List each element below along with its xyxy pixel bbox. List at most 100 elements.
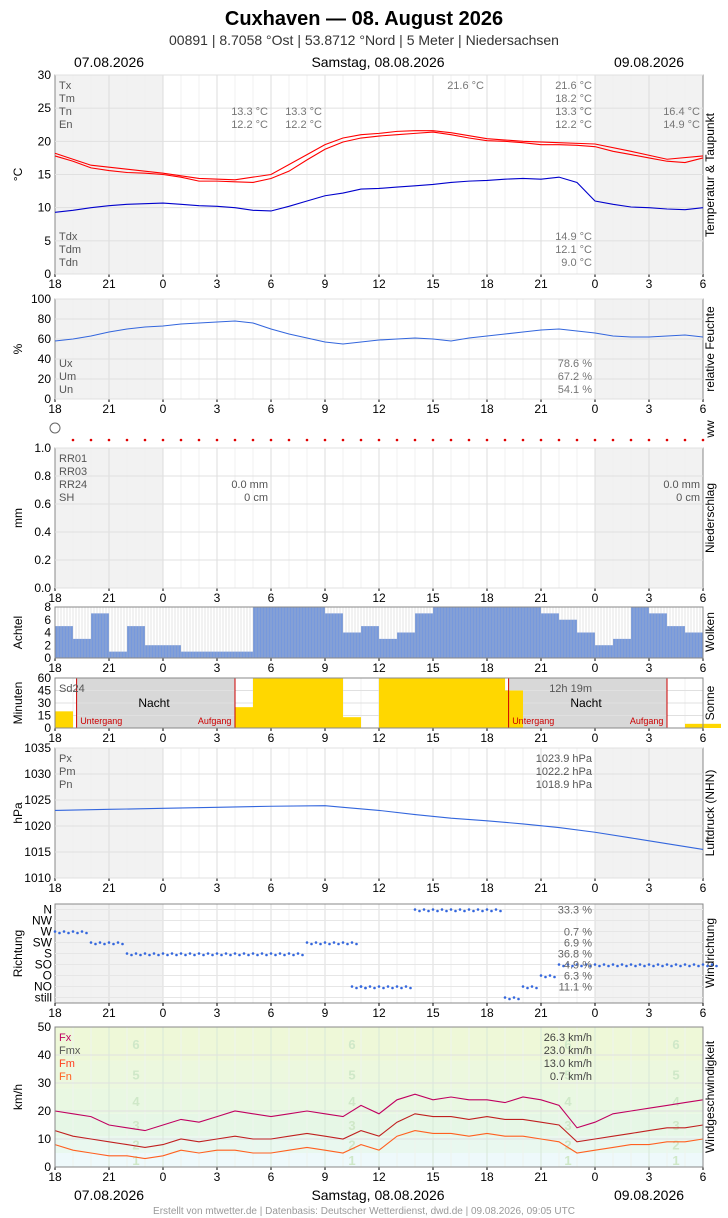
winddir-point <box>445 909 448 913</box>
pressure-panel: 18 21 0 3 6 9 12 15 18 21 0 3 6 Luftdruck (NHN) hPa 101… <box>11 741 717 895</box>
winddir-point <box>184 953 187 957</box>
sun-x-tick-label: 3 <box>646 731 653 745</box>
sunshine-bar <box>289 678 307 728</box>
winddir-point <box>332 941 336 944</box>
wind_speed-x-tick-label: 21 <box>102 1170 116 1184</box>
winddir-stat-value: 36.8 % <box>558 949 592 961</box>
pressure-x-tick-label: 0 <box>160 881 167 895</box>
winddir-point <box>553 975 556 979</box>
winddir-point <box>287 952 291 955</box>
winddir-point <box>485 908 489 911</box>
clouds-side-label: Wolken <box>703 612 717 652</box>
windspeed-series-Fmx <box>54 1113 704 1148</box>
wind_speed-panel: 18 21 0 3 6 9 12 15 18 21 0 3 6Windgeschwindigkeitkm… <box>11 1020 717 1184</box>
date-left-bottom: 07.08.2026 <box>74 1187 144 1203</box>
sun-x-tick-label: 21 <box>102 731 116 745</box>
sunshine-bar <box>451 678 469 728</box>
precip-x-tick-label: 18 <box>480 591 494 605</box>
winddir-point <box>575 963 579 966</box>
ww-point <box>467 438 471 442</box>
winddir-point <box>652 964 655 968</box>
temperature-x-tick-label: 18 <box>48 277 62 291</box>
temperature-y-axis-label: °C <box>11 167 25 181</box>
pressure-series-P <box>54 805 704 850</box>
ww-point <box>575 438 579 442</box>
clouds-x-tick-label: 21 <box>102 661 116 675</box>
winddir-point <box>557 963 561 966</box>
ww-point <box>143 438 147 442</box>
ww-point <box>665 438 669 442</box>
precip-x-tick-label: 9 <box>322 591 329 605</box>
winddir-point <box>220 953 223 957</box>
dewpoint-stat-label: Tdx <box>59 231 78 243</box>
clouds-x-tick-label: 15 <box>426 661 440 675</box>
temperature-x-tick-label: 15 <box>426 277 440 291</box>
ww-point <box>233 438 237 442</box>
pressure-y-tick-label: 1020 <box>24 819 51 833</box>
sunshine-bar <box>685 723 703 728</box>
station-info: 00891 | 8.7058 °Ost | 53.8712 °Nord | 5 … <box>169 32 559 48</box>
clouds-y-tick-label: 2 <box>44 638 51 652</box>
winddir-tick-label: N <box>43 903 52 917</box>
winddir-point <box>602 963 606 966</box>
humidity-x-tick-label: 9 <box>322 402 329 416</box>
temp-stat-day2: 12.2 °C <box>555 119 592 131</box>
winddir-point <box>454 909 457 913</box>
humidity-x-tick-label: 6 <box>700 402 707 416</box>
winddir-point <box>589 964 592 968</box>
winddir-stat-value: 4.9 % <box>564 960 592 972</box>
winddir-point <box>125 952 129 955</box>
sunshine-bar <box>253 678 271 728</box>
winddir-point <box>224 952 228 955</box>
temperature-x-tick-label: 9 <box>322 277 329 291</box>
winddir-tick-label: SO <box>35 958 52 972</box>
beaufort-label: 6 <box>132 1037 139 1052</box>
winddir-stat-value: 0.7 % <box>564 927 592 939</box>
humidity-y-axis-label: % <box>11 343 25 354</box>
humidity-stat-label: Ux <box>59 358 73 370</box>
date-right-bottom: 09.08.2026 <box>614 1187 684 1203</box>
winddir-point <box>512 996 516 999</box>
sun-night-label: Nacht <box>138 696 170 710</box>
clouds-x-tick-label: 12 <box>372 661 386 675</box>
temp-peak-label: 21.6 °C <box>447 80 484 92</box>
winddir-point <box>148 953 151 957</box>
ww-point <box>71 438 75 442</box>
humidity-x-tick-label: 18 <box>48 402 62 416</box>
beaufort-label: 5 <box>348 1068 355 1083</box>
winddir-point <box>638 963 642 966</box>
sunshine-bar <box>397 678 415 728</box>
dewpoint-stat-value: 14.9 °C <box>555 231 592 243</box>
winddir-point <box>269 952 273 955</box>
precip-y-tick-label: 0.6 <box>34 497 51 511</box>
temperature-y-tick-label: 15 <box>38 168 52 182</box>
sun-x-tick-label: 12 <box>372 731 386 745</box>
winddir-point <box>116 941 120 944</box>
pressure-y-tick-label: 1025 <box>24 793 51 807</box>
pressure-x-tick-label: 18 <box>48 881 62 895</box>
wind_direction-x-tick-label: 9 <box>322 1006 329 1020</box>
beaufort-label: 2 <box>672 1138 679 1153</box>
ww-point <box>161 438 165 442</box>
winddir-point <box>647 963 651 966</box>
precip-x-tick-label: 15 <box>426 591 440 605</box>
winddir-point <box>157 953 160 957</box>
wind_direction-x-tick-label: 0 <box>592 1006 599 1020</box>
humidity-x-tick-label: 6 <box>268 402 275 416</box>
winddir-tick-label: W <box>41 925 53 939</box>
winddir-point <box>467 908 471 911</box>
humidity-panel: 18 21 0 3 6 9 12 15 18 21 0 3 6 relative Feuchte% 0 20 4… <box>11 292 717 416</box>
temperature-y-tick-label: 20 <box>38 134 52 148</box>
wind_speed-x-tick-label: 9 <box>322 1170 329 1184</box>
beaufort-label: 3 <box>672 1118 679 1133</box>
sunshine-bar <box>271 678 289 728</box>
wind_speed-x-tick-label: 0 <box>592 1170 599 1184</box>
ww-point <box>539 438 543 442</box>
winddir-point <box>337 942 340 946</box>
precip-stat-label: RR01 <box>59 453 87 465</box>
temp-stat-day2: 21.6 °C <box>555 80 592 92</box>
beaufort-label: 6 <box>348 1037 355 1052</box>
wind_direction-side-label: Windrichtung <box>703 918 717 988</box>
winddir-point <box>400 986 403 990</box>
